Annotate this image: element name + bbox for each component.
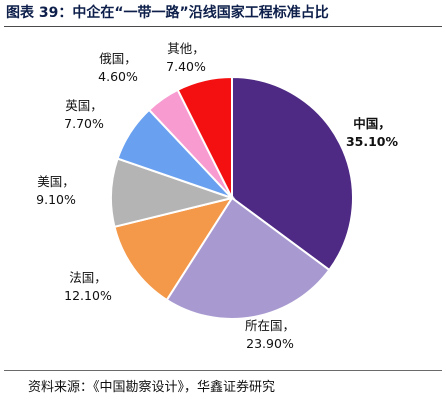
slice-label-5: 俄国， 4.60% (98, 51, 138, 84)
pie-chart: 中国， 35.10% 所在国， 23.90% 法国， 12.10% 美国， 9.10% 英国， 7… (36, 41, 399, 351)
slice-name-label: 所在国， (245, 318, 295, 333)
slice-value-label: 7.40% (166, 59, 206, 74)
slice-label-4: 英国， 7.70% (64, 98, 104, 131)
slice-label-1: 所在国， 23.90% (245, 318, 295, 351)
slice-label-2: 法国， 12.10% (64, 270, 112, 303)
slice-label-6: 其他， 7.40% (166, 41, 206, 74)
pie-slice-6 (176, 75, 233, 199)
slice-name-label: 法国， (69, 270, 107, 285)
slice-label-0: 中国， 35.10% (346, 116, 399, 149)
slice-value-label: 35.10% (346, 134, 399, 149)
slice-name-label: 其他， (167, 41, 205, 56)
slice-name-label: 英国， (65, 98, 103, 113)
slice-name-label: 美国， (37, 174, 75, 189)
pie-slice-0 (231, 75, 354, 272)
slice-name-label: 俄国， (99, 51, 137, 66)
source-divider (4, 370, 442, 371)
pie-slice-2 (113, 196, 235, 302)
slice-name-label: 中国， (353, 116, 391, 131)
slice-label-3: 美国， 9.10% (36, 174, 76, 207)
title-divider (4, 26, 442, 27)
slice-value-label: 23.90% (246, 336, 294, 351)
slice-value-label: 9.10% (36, 192, 76, 207)
source-note: 资料来源：《中国勘察设计》，华鑫证券研究 (28, 380, 276, 395)
pie-slice-1 (165, 196, 331, 320)
slice-value-label: 4.60% (98, 69, 138, 84)
slice-value-label: 7.70% (64, 116, 104, 131)
slice-value-label: 12.10% (64, 288, 112, 303)
chart-title: 图表 39：中企在“一带一路”沿线国家工程标准占比 (6, 5, 329, 21)
